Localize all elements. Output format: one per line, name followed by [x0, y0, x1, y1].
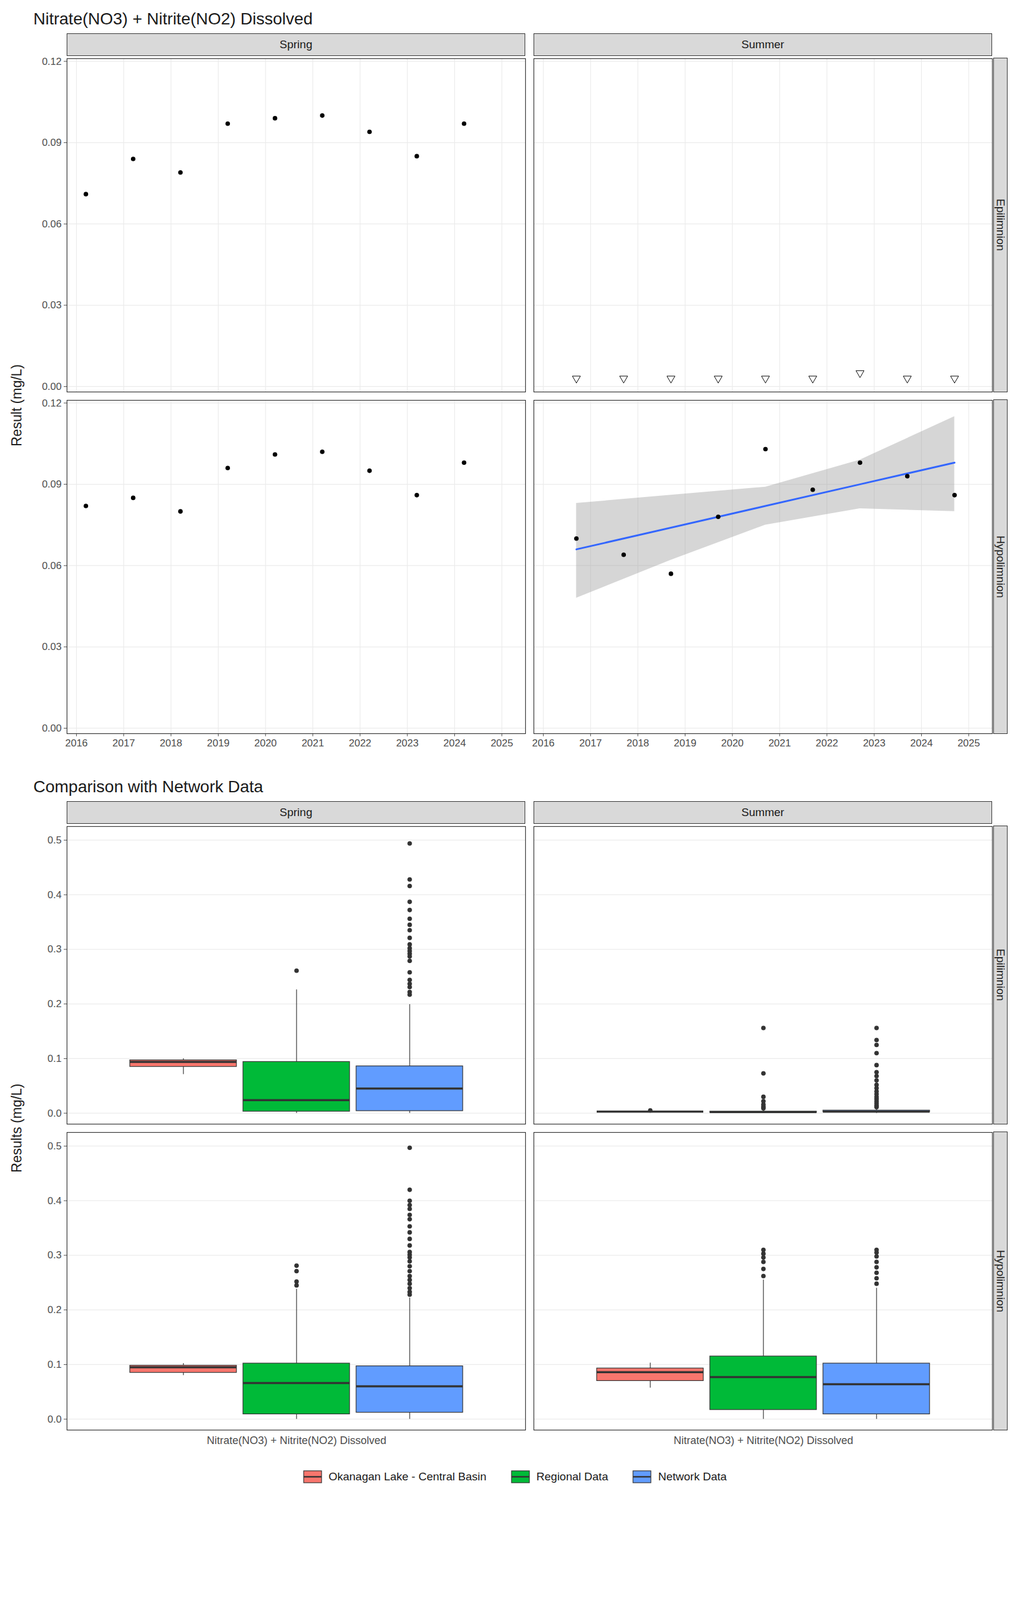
- svg-text:2025: 2025: [490, 737, 514, 750]
- svg-text:2017: 2017: [112, 737, 136, 750]
- html-text:Hypolimnion: Hypolimnion: [994, 535, 1007, 599]
- html-text:Summer: Summer: [741, 806, 785, 819]
- svg-text:2018: 2018: [626, 737, 650, 750]
- svg-text:0.03: 0.03: [41, 299, 62, 311]
- svg-text:0.0: 0.0: [47, 1414, 62, 1426]
- svg-text:0.5: 0.5: [47, 834, 62, 847]
- html-text:Spring: Spring: [279, 38, 313, 51]
- svg-text:0.5: 0.5: [47, 1140, 62, 1153]
- svg-text:0.1: 0.1: [47, 1359, 62, 1371]
- svg-text:0.12: 0.12: [41, 398, 62, 409]
- html-text:Hypolimnion: Hypolimnion: [994, 1250, 1007, 1313]
- svg-text:0.03: 0.03: [41, 641, 62, 653]
- svg-text:0.09: 0.09: [41, 136, 62, 149]
- svg-text:0.2: 0.2: [47, 998, 62, 1010]
- html-text:Nitrate(NO3) + Nitrite(NO2) Di: Nitrate(NO3) + Nitrite(NO2) Dissolved: [673, 1435, 854, 1448]
- svg-text:2021: 2021: [301, 737, 324, 750]
- html-text:Comparison with Network Data: Comparison with Network Data: [33, 777, 264, 797]
- svg-text:2020: 2020: [254, 737, 277, 750]
- svg-text:0.2: 0.2: [47, 1304, 62, 1317]
- svg-text:0.4: 0.4: [47, 889, 62, 901]
- svg-text:0.4: 0.4: [47, 1195, 62, 1208]
- svg-text:0.3: 0.3: [47, 943, 62, 956]
- svg-text:2024: 2024: [443, 737, 467, 750]
- svg-text:0.00: 0.00: [41, 381, 62, 393]
- svg-text:2023: 2023: [395, 737, 419, 750]
- svg-text:0.06: 0.06: [41, 560, 62, 572]
- html-text:Results (mg/L): Results (mg/L): [8, 1083, 25, 1173]
- svg-text:2021: 2021: [768, 737, 791, 750]
- svg-text:2019: 2019: [207, 737, 230, 750]
- svg-text:0.00: 0.00: [41, 722, 62, 735]
- html-text:Network Data: Network Data: [658, 1470, 727, 1484]
- html-text:Result (mg/L): Result (mg/L): [8, 364, 25, 447]
- html-text:Nitrate(NO3) + Nitrite(NO2) Di: Nitrate(NO3) + Nitrite(NO2) Dissolved: [33, 9, 313, 28]
- svg-text:0.09: 0.09: [41, 478, 62, 491]
- svg-text:2018: 2018: [159, 737, 183, 750]
- svg-text:2022: 2022: [815, 737, 839, 750]
- html-text:Okanagan Lake - Central Basin: Okanagan Lake - Central Basin: [328, 1470, 487, 1484]
- html-text:Regional Data: Regional Data: [536, 1470, 609, 1484]
- svg-text:0.3: 0.3: [47, 1249, 62, 1262]
- html-text:Nitrate(NO3) + Nitrite(NO2) Di: Nitrate(NO3) + Nitrite(NO2) Dissolved: [206, 1435, 387, 1448]
- svg-text:2024: 2024: [910, 737, 934, 750]
- svg-text:0.0: 0.0: [47, 1108, 62, 1120]
- svg-text:2020: 2020: [721, 737, 744, 750]
- svg-text:2019: 2019: [674, 737, 697, 750]
- svg-text:2025: 2025: [957, 737, 981, 750]
- svg-text:0.06: 0.06: [41, 218, 62, 230]
- svg-text:0.12: 0.12: [41, 57, 62, 67]
- html-text:Spring: Spring: [279, 806, 313, 819]
- html-text:Summer: Summer: [741, 38, 785, 51]
- svg-text:2016: 2016: [532, 737, 555, 750]
- svg-text:2016: 2016: [64, 737, 88, 750]
- svg-text:2022: 2022: [348, 737, 372, 750]
- svg-text:2023: 2023: [862, 737, 886, 750]
- html-text:Epilimnion: Epilimnion: [994, 949, 1007, 1002]
- svg-text:2017: 2017: [579, 737, 603, 750]
- html-text:Epilimnion: Epilimnion: [994, 199, 1007, 252]
- svg-text:0.1: 0.1: [47, 1053, 62, 1065]
